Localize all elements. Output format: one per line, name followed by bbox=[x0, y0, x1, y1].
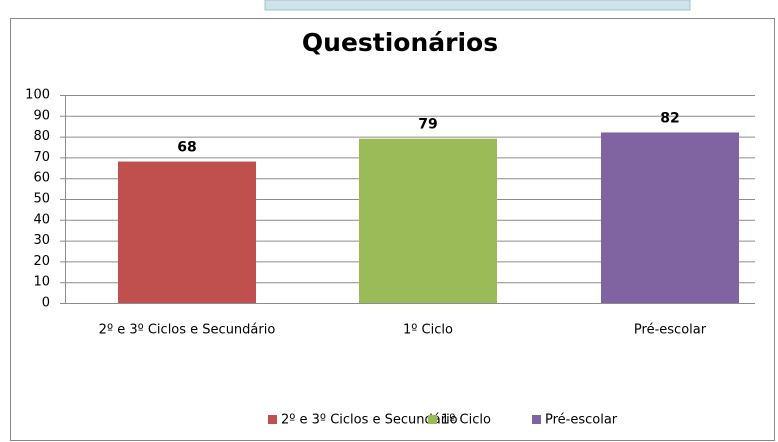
y-tick-label: 90 bbox=[33, 108, 50, 123]
data-label: 68 bbox=[177, 140, 196, 156]
y-tick-label: 10 bbox=[33, 275, 50, 290]
y-tick-label: 50 bbox=[33, 192, 50, 207]
legend-label: Pré-escolar bbox=[545, 413, 618, 428]
legend-swatch bbox=[428, 415, 437, 424]
y-tick-label: 40 bbox=[33, 212, 50, 227]
bar bbox=[601, 132, 739, 303]
x-tick-label: 2º e 3º Ciclos e Secundário bbox=[99, 323, 276, 338]
bar bbox=[118, 161, 256, 303]
y-tick-label: 20 bbox=[33, 254, 50, 269]
top-strip bbox=[264, 0, 691, 11]
legend-label: 1º Ciclo bbox=[441, 413, 491, 428]
chart-title: Questionários bbox=[302, 28, 498, 57]
bar bbox=[359, 138, 497, 303]
y-tick-label: 70 bbox=[33, 150, 50, 165]
y-tick-label: 30 bbox=[33, 233, 50, 248]
data-label: 79 bbox=[418, 117, 437, 133]
legend-swatch bbox=[268, 415, 277, 424]
data-label: 82 bbox=[660, 110, 679, 126]
x-tick-label: Pré-escolar bbox=[634, 323, 707, 338]
y-tick-label: 0 bbox=[42, 296, 50, 311]
y-tick-label: 80 bbox=[33, 129, 50, 144]
y-tick-label: 100 bbox=[25, 88, 50, 103]
legend-label: 2º e 3º Ciclos e Secundário bbox=[281, 413, 458, 428]
legend-swatch bbox=[532, 415, 541, 424]
y-tick-label: 60 bbox=[33, 171, 50, 186]
x-tick-label: 1º Ciclo bbox=[403, 323, 453, 338]
